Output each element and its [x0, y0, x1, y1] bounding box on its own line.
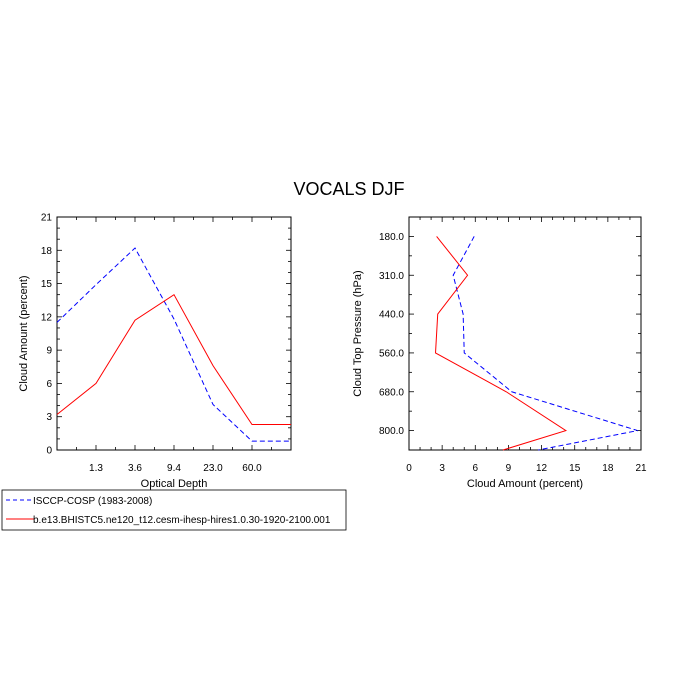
- x-tick-label: 6: [473, 463, 479, 474]
- series-line-model: [434, 236, 568, 451]
- y-tick-label: 6: [46, 379, 52, 390]
- x-tick-label: 1.3: [89, 463, 103, 474]
- x-tick-label: 3: [439, 463, 445, 474]
- legend-label-model: b.e13.BHISTC5.ne120_t12.cesm-ihesp-hires…: [33, 515, 331, 526]
- x-tick-label: 23.0: [203, 463, 223, 474]
- x-tick-label: 9.4: [167, 463, 181, 474]
- x-tick-label: 9: [506, 463, 512, 474]
- x-tick-label: 3.6: [128, 463, 142, 474]
- y-axis-label: Cloud Amount (percent): [18, 275, 30, 391]
- plot-frame: [408, 216, 642, 451]
- y-tick-label: 0: [46, 446, 52, 457]
- y-tick-label: 310.0: [379, 271, 404, 282]
- y-tick-label: 9: [46, 346, 52, 357]
- series-line-obs: [56, 247, 291, 442]
- series-line-model: [56, 293, 291, 425]
- y-tick-label: 680.0: [379, 387, 404, 398]
- x-tick-label: 0: [406, 463, 412, 474]
- x-tick-label: 12: [536, 463, 548, 474]
- y-tick-label: 800.0: [379, 426, 404, 437]
- y-tick-label: 12: [41, 312, 53, 323]
- plot-frame: [56, 216, 292, 451]
- y-tick-label: 18: [41, 246, 53, 257]
- figure-title: VOCALS DJF: [293, 179, 404, 199]
- x-tick-label: 15: [569, 463, 581, 474]
- legend-box: [1, 489, 347, 531]
- cloud-top-pressure-panel: 0 3 6 9 12 15 18 21 180.0 310.0 440.0 560.0 680.0 800…: [352, 216, 647, 490]
- x-tick-label: 60.0: [242, 463, 262, 474]
- x-tick-label: 21: [635, 463, 647, 474]
- y-tick-label: 3: [46, 412, 52, 423]
- legend-label-obs: ISCCP-COSP (1983-2008): [33, 496, 152, 507]
- x-axis-label: Cloud Amount (percent): [467, 478, 583, 490]
- series-line-obs: [452, 236, 638, 451]
- y-tick-label: 440.0: [379, 310, 404, 321]
- y-tick-label: 21: [41, 213, 53, 224]
- legend: ISCCP-COSP (1983-2008) b.e13.BHISTC5.ne1…: [1, 489, 347, 531]
- y-axis-label: Cloud Top Pressure (hPa): [352, 270, 364, 396]
- optical-depth-panel: 0 3 6 9 12 15 18 21 1.3 3.6 9.4 23.0 60.0 Optical Dep…: [18, 213, 292, 490]
- y-tick-label: 15: [41, 279, 53, 290]
- y-tick-label: 180.0: [379, 232, 404, 243]
- x-tick-label: 18: [602, 463, 614, 474]
- x-axis-label: Optical Depth: [141, 478, 208, 490]
- y-tick-label: 560.0: [379, 348, 404, 359]
